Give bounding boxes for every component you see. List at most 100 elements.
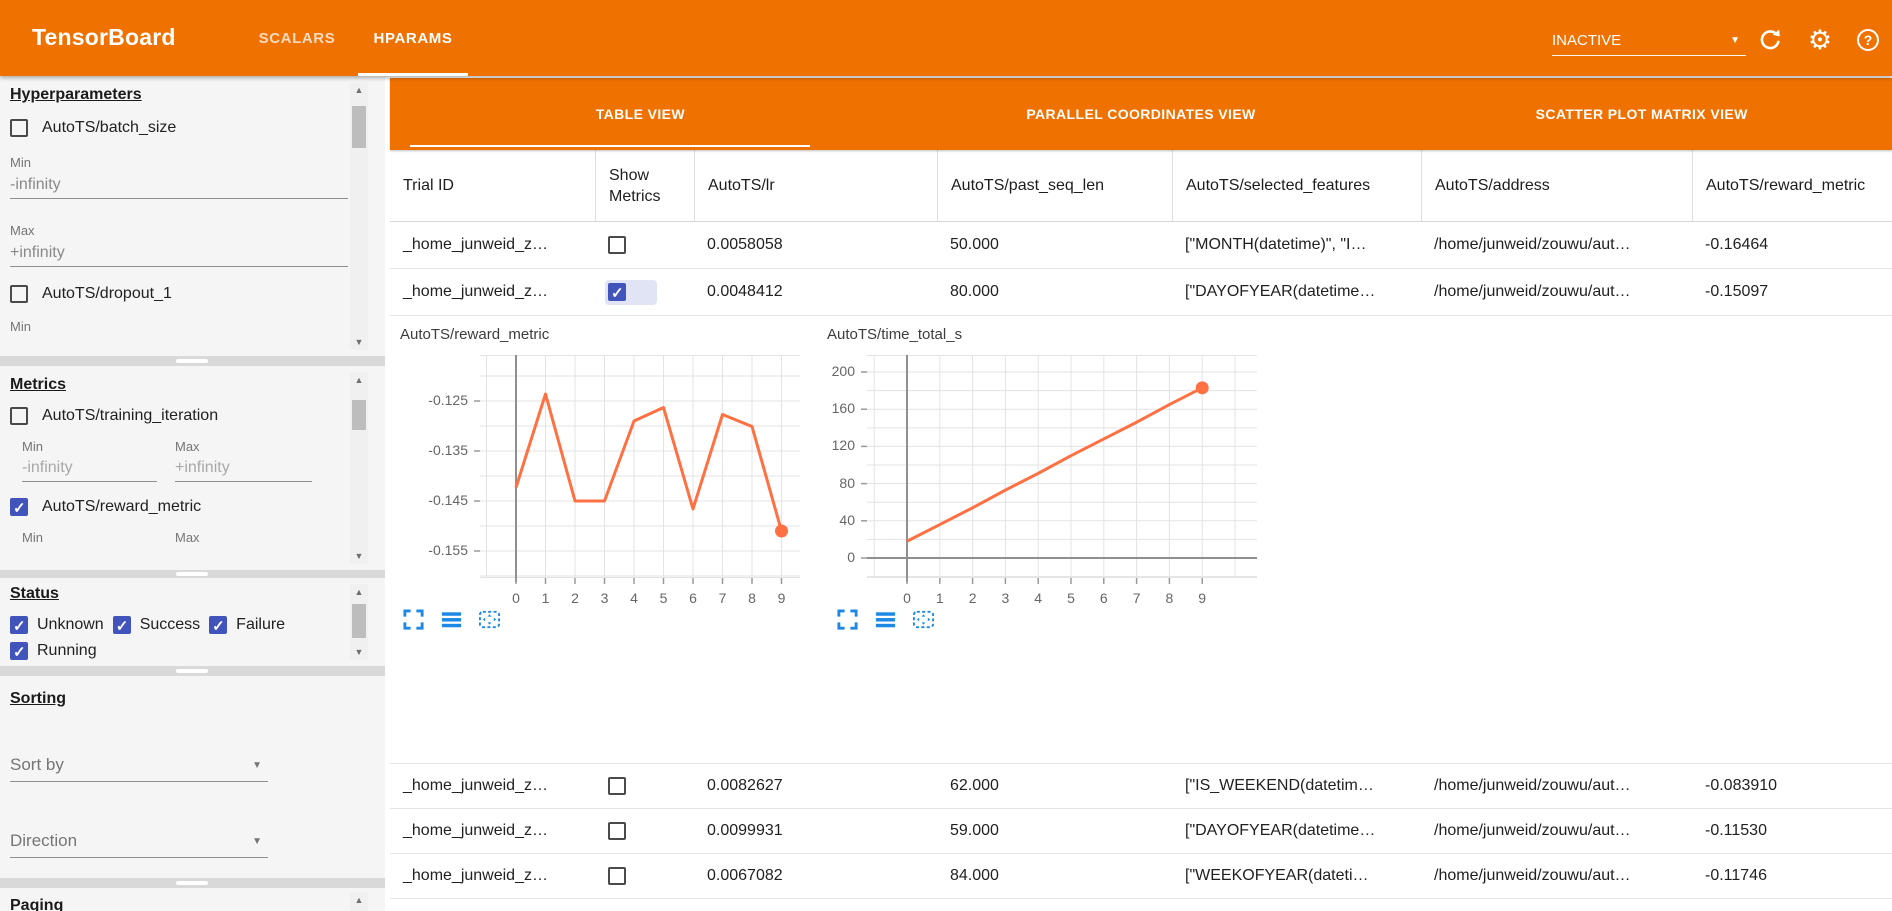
- scroll-up-icon[interactable]: ▲: [354, 895, 364, 905]
- column-header-lr[interactable]: AutoTS/lr: [694, 150, 937, 221]
- min-input[interactable]: -infinity: [22, 454, 157, 482]
- column-header-address[interactable]: AutoTS/address: [1421, 150, 1692, 221]
- past-seq-len-cell: 59.000: [950, 822, 999, 839]
- y-tick-label: -0.135: [428, 442, 468, 458]
- status-failure-label: Failure: [236, 616, 286, 633]
- y-tick-label: 120: [831, 437, 855, 454]
- drag-handle[interactable]: [176, 881, 208, 885]
- panel-divider[interactable]: [0, 878, 385, 888]
- scroll-down-icon[interactable]: ▼: [354, 337, 364, 347]
- metric-reward-metric-row: AutoTS/reward_metric: [10, 498, 385, 517]
- hparam-batch-size-checkbox[interactable]: [10, 119, 28, 137]
- hyperparameters-scrollbar[interactable]: ▲ ▼: [350, 82, 368, 350]
- help-button[interactable]: ?: [1854, 26, 1882, 54]
- horizontal-bars-icon[interactable]: [874, 608, 897, 631]
- show-metrics-checkbox[interactable]: [608, 236, 626, 254]
- tab-scalars[interactable]: SCALARS: [258, 29, 336, 47]
- status-scrollbar[interactable]: ▲ ▼: [350, 584, 368, 660]
- chevron-down-icon: ▼: [252, 836, 262, 847]
- scroll-up-icon[interactable]: ▲: [354, 587, 364, 597]
- panel-divider[interactable]: [0, 356, 385, 366]
- show-metrics-checkbox[interactable]: [608, 867, 626, 885]
- x-tick-label: 6: [689, 590, 697, 606]
- sort-by-dropdown[interactable]: Sort by ▼: [10, 748, 268, 782]
- reload-button[interactable]: [1756, 26, 1784, 54]
- min-label: Min: [22, 439, 43, 454]
- show-metrics-cell: [595, 854, 694, 898]
- status-running-label: Running: [37, 642, 97, 659]
- y-tick-label: 80: [839, 474, 855, 491]
- fullscreen-icon[interactable]: [836, 608, 859, 631]
- show-metrics-checkbox[interactable]: [608, 822, 626, 840]
- horizontal-bars-icon[interactable]: [440, 608, 463, 631]
- panel-divider[interactable]: [0, 666, 385, 676]
- trial-id-cell: _home_junweid_z…: [403, 283, 548, 300]
- chart-title: AutoTS/reward_metric: [400, 326, 550, 343]
- scroll-up-icon[interactable]: ▲: [354, 375, 364, 385]
- panel-divider[interactable]: [0, 570, 385, 578]
- scroll-down-icon[interactable]: ▼: [354, 551, 364, 561]
- scrollbar-thumb[interactable]: [352, 604, 366, 638]
- settings-button[interactable]: ⚙: [1806, 26, 1834, 54]
- lr-cell: 0.0067082: [707, 867, 783, 884]
- show-metrics-checkbox[interactable]: [608, 283, 626, 302]
- scroll-up-icon[interactable]: ▲: [354, 85, 364, 95]
- address-cell: /home/junweid/zouwu/aut…: [1434, 777, 1631, 794]
- column-header-reward-metric[interactable]: AutoTS/reward_metric: [1692, 150, 1892, 221]
- max-input[interactable]: +infinity: [175, 454, 312, 482]
- chevron-down-icon: ▼: [1730, 35, 1740, 46]
- show-metrics-cell: [595, 222, 694, 268]
- table-rows-bottom: _home_junweid_z… 0.0082627 62.000 ["IS_W…: [390, 763, 1892, 899]
- direction-dropdown[interactable]: Direction ▼: [10, 824, 268, 858]
- status-running-checkbox[interactable]: [10, 642, 28, 661]
- x-tick-label: 3: [1001, 590, 1010, 606]
- metric-training-iteration-checkbox[interactable]: [10, 407, 28, 425]
- min-input[interactable]: -infinity: [10, 170, 348, 199]
- status-success-label: Success: [139, 616, 201, 633]
- run-status-dropdown[interactable]: INACTIVE ▼: [1552, 26, 1746, 56]
- sort-by-placeholder: Sort by: [10, 755, 64, 774]
- column-header-past-seq-len[interactable]: AutoTS/past_seq_len: [937, 150, 1172, 221]
- fullscreen-icon[interactable]: [402, 608, 425, 631]
- reward-metric-cell: -0.11746: [1705, 867, 1767, 884]
- trial-id-cell: _home_junweid_z…: [403, 867, 548, 884]
- tab-table-view[interactable]: TABLE VIEW: [390, 78, 891, 150]
- max-input[interactable]: +infinity: [10, 238, 348, 267]
- scrollbar-thumb[interactable]: [352, 400, 366, 430]
- hparam-dropout-checkbox[interactable]: [10, 285, 28, 303]
- fit-to-domain-icon[interactable]: [478, 608, 501, 631]
- time-total-line-plot[interactable]: [861, 355, 1257, 584]
- past-seq-len-cell: 62.000: [950, 777, 999, 794]
- column-header-trial-id[interactable]: Trial ID: [403, 177, 454, 194]
- tab-hparams[interactable]: HPARAMS: [348, 0, 478, 76]
- tab-table-view-label: TABLE VIEW: [595, 106, 685, 122]
- hparam-batch-size-row: AutoTS/batch_size: [10, 119, 385, 137]
- column-header-selected-features[interactable]: AutoTS/selected_features: [1172, 150, 1421, 221]
- metric-reward-metric-checkbox[interactable]: [10, 498, 28, 517]
- lr-cell: 0.0048412: [707, 283, 783, 300]
- drag-handle[interactable]: [176, 359, 208, 363]
- column-header-show-metrics[interactable]: Show Metrics: [595, 150, 694, 221]
- status-unknown-checkbox[interactable]: [10, 616, 28, 635]
- status-success-checkbox[interactable]: [112, 616, 131, 635]
- metrics-scrollbar[interactable]: ▲ ▼: [350, 372, 368, 564]
- status-failure-checkbox[interactable]: [209, 616, 228, 635]
- past-seq-len-cell: 84.000: [950, 867, 999, 884]
- reward-metric-cell: -0.11530: [1705, 822, 1767, 839]
- scroll-down-icon[interactable]: ▼: [354, 647, 364, 657]
- drag-handle[interactable]: [176, 669, 208, 673]
- show-metrics-cell: [595, 269, 694, 315]
- reward-metric-line-plot[interactable]: [474, 355, 800, 584]
- fit-to-domain-icon[interactable]: [912, 608, 935, 631]
- tab-parallel-coordinates-view[interactable]: PARALLEL COORDINATES VIEW: [1026, 106, 1256, 122]
- show-metrics-checkbox[interactable]: [608, 777, 626, 795]
- x-tick-label: 1: [935, 590, 944, 606]
- tab-scatter-plot-matrix-view[interactable]: SCATTER PLOT MATRIX VIEW: [1535, 106, 1748, 122]
- drag-handle[interactable]: [176, 572, 208, 576]
- app-title: TensorBoard: [32, 24, 176, 50]
- paging-scrollbar[interactable]: ▲: [350, 892, 368, 911]
- scrollbar-thumb[interactable]: [352, 106, 366, 148]
- lr-cell: 0.0082627: [707, 777, 783, 794]
- table-row: _home_junweid_z… 0.0058058 50.000 ["MONT…: [390, 222, 1892, 269]
- x-tick-label: 6: [1099, 590, 1108, 606]
